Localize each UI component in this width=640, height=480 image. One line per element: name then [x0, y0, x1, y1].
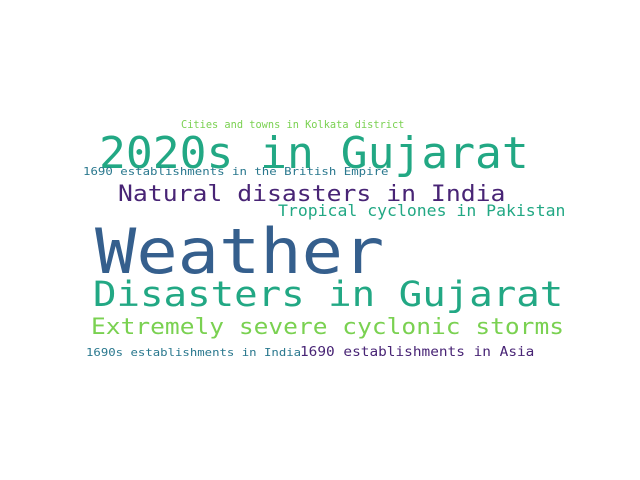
word-1690-british-empire: 1690 establishments in the British Empir…: [83, 165, 389, 178]
word-1690-asia: 1690 establishments in Asia: [300, 345, 535, 360]
word-extremely-severe-cyclonic-storms: Extremely severe cyclonic storms: [91, 315, 565, 340]
word-cities-kolkata: Cities and towns in Kolkata district: [181, 118, 405, 131]
word-natural-disasters-india: Natural disasters in India: [118, 182, 506, 207]
word-weather: Weather: [95, 215, 385, 288]
word-1690s-india: 1690s establishments in India: [86, 346, 302, 359]
word-disasters-gujarat: Disasters in Gujarat: [93, 275, 564, 315]
word-tropical-cyclones-pakistan: Tropical cyclones in Pakistan: [278, 201, 566, 220]
word-2020s-gujarat: 2020s in Gujarat: [99, 128, 529, 179]
